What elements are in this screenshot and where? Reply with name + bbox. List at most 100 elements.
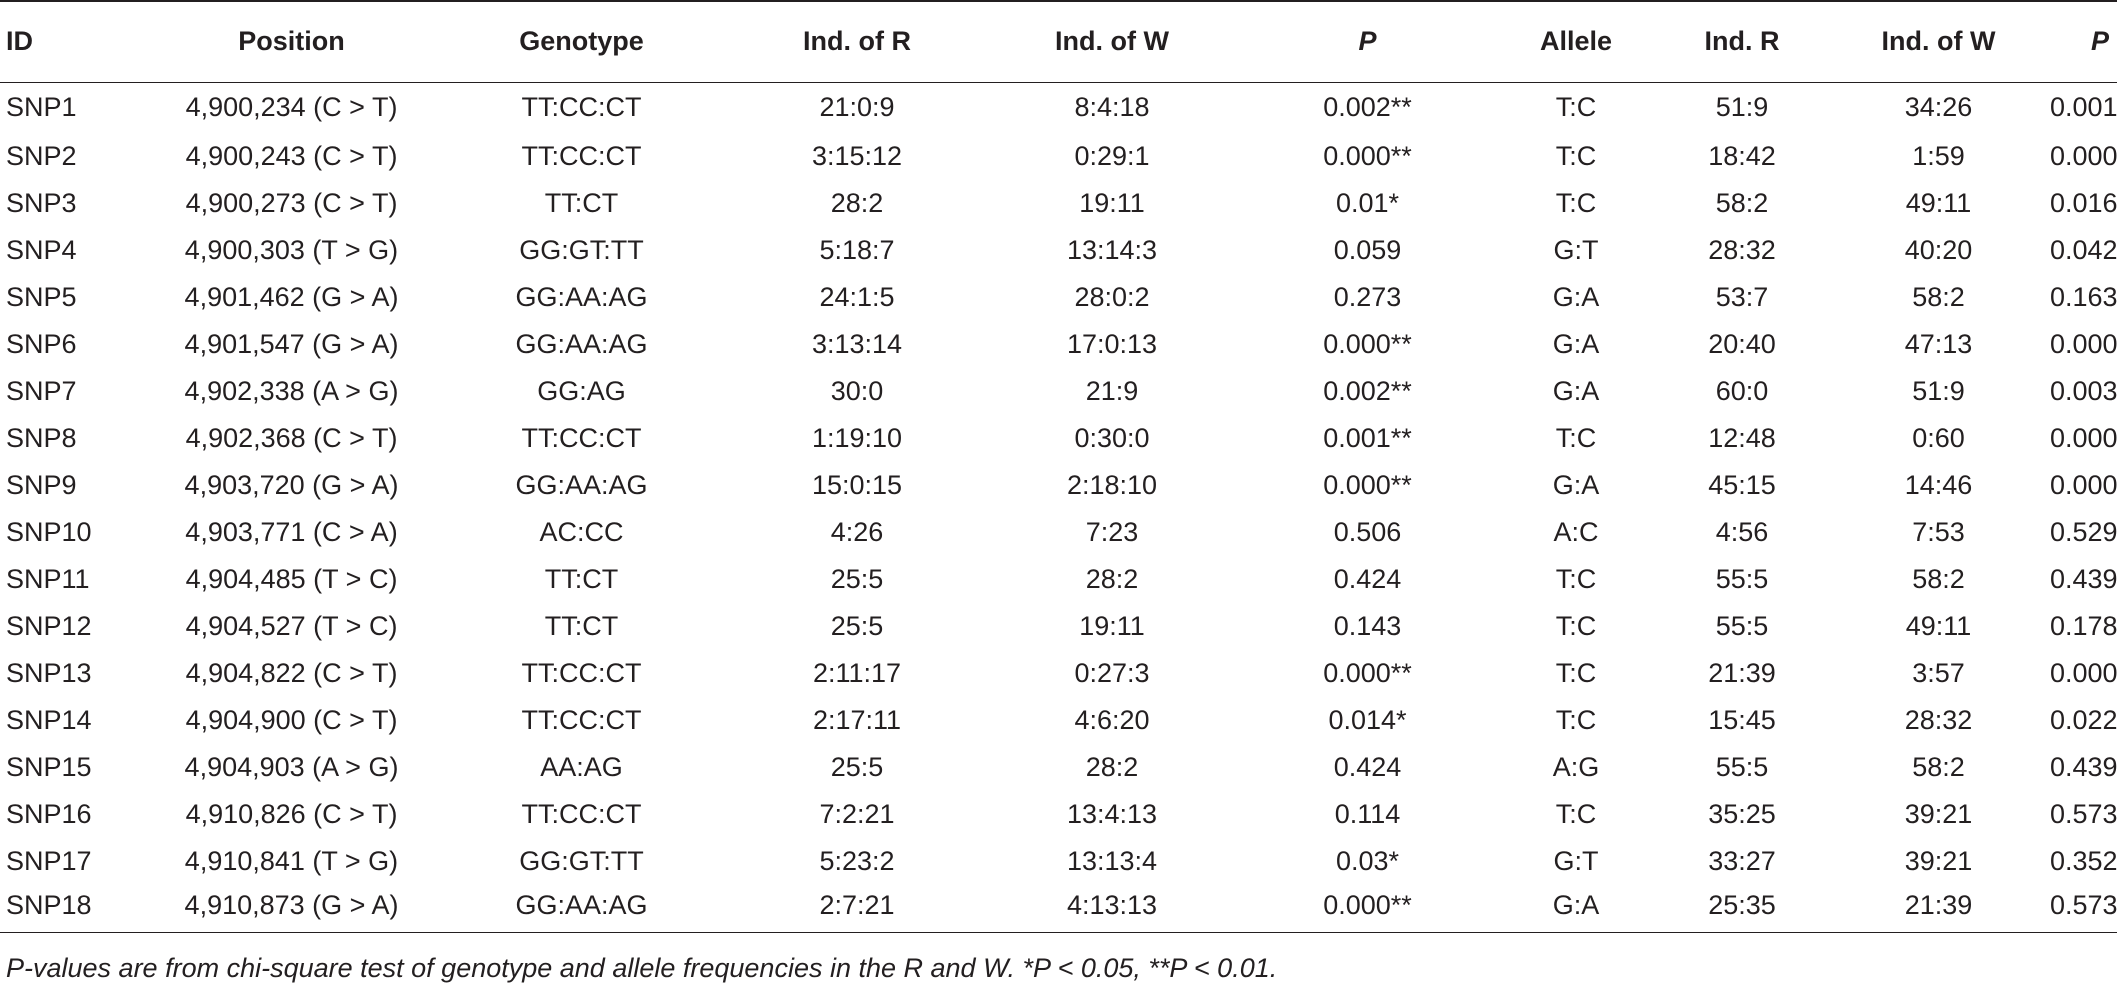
cell-ind-r: 51:9 [1715,92,1769,123]
cell-allele-p-value: 0.573 [2050,885,2117,933]
cell-allele-p-value: 0.001** [2050,92,2117,123]
cell-allele-ind-of-w: 28:32 [1904,705,1973,735]
cell-genotype-p-value: 0.01* [1335,188,1400,218]
cell-ind-of-w: 4:13:13 [984,885,1240,933]
cell-ind-of-r: 4:26 [830,517,884,547]
cell-ind-of-r: 7:2:21 [819,799,895,829]
cell-allele-p-value: 0.022* [2050,705,2117,735]
cell-ind-of-w: 7:23 [1085,517,1139,547]
cell-genotype-p-value: 0.001** [1323,423,1412,453]
cell-allele-p-value: 0.178 [2050,611,2117,641]
cell-snp-id: SNP15 [6,752,92,782]
cell-snp-id: SNP14 [6,705,92,735]
cell-snp-id: SNP11 [6,564,90,594]
cell-ind-of-r: 15:0:15 [811,470,903,500]
cell-allele-ind-of-w: 40:20 [1904,235,1973,265]
table-row: SNP15 4,904,903 (A > G) AA:AG 25:5 28:2 0.424… [0,744,2117,791]
table-row: SNP13 4,904,822 (C > T) TT:CC:CT 2:11:17 0:2… [0,650,2117,697]
cell-allele-ind-of-w: 51:9 [1912,376,1965,406]
cell-position: 4,910,841 (T > G) [184,846,399,876]
cell-allele-p-value: 0.000** [2050,141,2117,171]
table-row: SNP16 4,910,826 (C > T) TT:CC:CT 7:2:21 13:4… [0,791,2117,838]
cell-snp-id: SNP3 [6,188,77,218]
cell-ind-of-r: 25:5 [830,611,884,641]
cell-allele-ind-of-w: 47:13 [1904,329,1973,359]
cell-position: 4,902,368 (C > T) [185,423,398,453]
header-ind-r: Ind. R [1657,1,1827,83]
cell-ind-r: 53:7 [1715,282,1769,312]
cell-ind-r: 15:45 [1708,705,1776,735]
cell-allele-p-value: 0.439 [2050,564,2117,594]
cell-ind-r: 4:56 [1715,517,1769,547]
cell-allele-ind-of-w: 39:21 [1904,846,1973,876]
cell-position: 4,903,771 (C > A) [185,517,398,547]
cell-allele-p-value: 0.163 [2050,282,2117,312]
cell-ind-of-r: 24:1:5 [819,282,895,312]
cell-allele: G:A [1552,329,1600,359]
header-ind-of-w: Ind. of W [984,1,1240,83]
cell-position: 4,904,903 (A > G) [184,752,399,782]
cell-ind-of-w: 28:2 [1085,564,1139,594]
cell-ind-of-r: 2:17:11 [812,705,902,735]
cell-ind-of-w: 28:0:2 [1074,282,1150,312]
cell-ind-of-r: 21:0:9 [819,92,895,123]
header-allele-ind-of-w: Ind. of W [1827,1,2050,83]
cell-allele: G:T [1553,235,1599,265]
cell-genotype-p-value: 0.143 [1333,611,1402,641]
cell-allele-p-value: 0.042* [2050,235,2117,265]
cell-snp-id: SNP2 [6,141,77,171]
cell-ind-of-w: 13:4:13 [1066,799,1158,829]
cell-ind-of-r: 25:5 [830,564,884,594]
cell-allele-p-value: 0.573 [2050,799,2117,829]
cell-snp-id: SNP5 [6,282,77,312]
cell-allele: T:C [1555,423,1597,453]
cell-genotype: GG:AA:AG [433,885,730,933]
cell-genotype-p-value: 0.424 [1333,752,1402,782]
table-row: SNP17 4,910,841 (T > G) GG:GT:TT 5:23:2 13:1… [0,838,2117,885]
cell-genotype: TT:CT [544,611,619,641]
cell-position: 4,904,900 (C > T) [185,705,398,735]
header-position: Position [150,1,433,83]
cell-allele: A:G [1552,752,1600,782]
cell-ind-of-w: 0:29:1 [1074,141,1150,171]
header-ind-of-r: Ind. of R [730,1,984,83]
cell-allele-ind-of-w: 39:21 [1904,799,1973,829]
cell-ind-r: 55:5 [1715,564,1769,594]
cell-position: 4,901,462 (G > A) [184,282,399,312]
cell-genotype: GG:GT:TT [519,235,644,265]
cell-ind-of-w: 19:11 [1079,188,1145,218]
table-row: SNP7 4,902,338 (A > G) GG:AG 30:0 21:9 0.002*… [0,368,2117,415]
cell-position: 4,910,826 (C > T) [185,799,398,829]
cell-allele-p-value: 0.439 [2050,752,2117,782]
cell-allele-ind-of-w: 0:60 [1912,423,1965,453]
cell-ind-of-r: 2:7:21 [730,885,984,933]
cell-allele-ind-of-w: 58:2 [1912,282,1965,312]
cell-ind-of-r: 5:23:2 [819,846,895,876]
cell-ind-of-r: 28:2 [830,188,884,218]
cell-ind-r: 21:39 [1708,658,1776,688]
cell-ind-of-r: 30:0 [830,376,884,406]
cell-ind-r: 35:25 [1708,799,1776,829]
cell-genotype-p-value: 0.000** [1323,329,1412,359]
cell-genotype: TT:CT [544,564,619,594]
table-row: SNP11 4,904,485 (T > C) TT:CT 25:5 28:2 0.424… [0,556,2117,603]
table-row: SNP9 4,903,720 (G > A) GG:AA:AG 15:0:15 2:18… [0,462,2117,509]
header-id: ID [0,1,150,83]
cell-ind-of-r: 2:11:17 [812,658,902,688]
cell-ind-of-r: 3:13:14 [811,329,903,359]
cell-allele: A:C [1553,517,1599,547]
cell-genotype-p-value: 0.002** [1323,376,1412,406]
cell-genotype: TT:CC:CT [521,705,642,735]
cell-genotype-p-value: 0.506 [1333,517,1402,547]
cell-genotype: AA:AG [540,752,623,782]
cell-position: 4,903,720 (G > A) [184,470,399,500]
cell-allele: G:A [1552,376,1600,406]
cell-snp-id: SNP13 [6,658,92,688]
table-header: ID Position Genotype Ind. of R Ind. of W… [0,1,2117,83]
cell-ind-r: 60:0 [1715,376,1769,406]
cell-position: 4,900,273 (C > T) [185,188,398,218]
cell-allele: G:A [1495,885,1657,933]
header-row: ID Position Genotype Ind. of R Ind. of W… [0,1,2117,83]
cell-ind-of-w: 21:9 [1085,376,1139,406]
